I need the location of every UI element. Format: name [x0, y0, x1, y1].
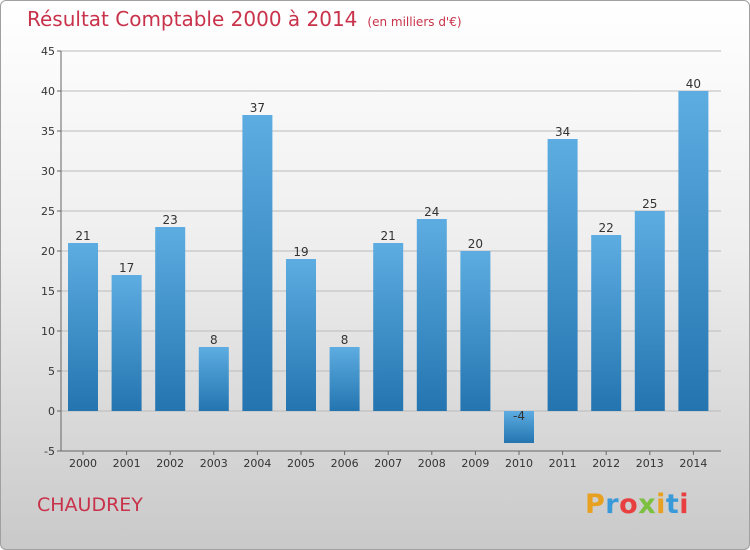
data-label: 24: [424, 205, 439, 219]
chart-subtitle: (en milliers d'€): [367, 15, 462, 29]
data-label: 8: [210, 333, 218, 347]
y-tick-label: 15: [41, 285, 55, 298]
chart-title-text: Résultat Comptable 2000 à 2014: [27, 7, 358, 31]
y-tick-label: 0: [48, 405, 55, 418]
bar: [634, 211, 665, 411]
data-label: 22: [599, 221, 614, 235]
x-tick-label: 2007: [374, 457, 402, 470]
data-label: 40: [686, 77, 701, 91]
bar: [460, 251, 491, 411]
logo-letter: P: [585, 489, 606, 520]
y-tick-label: 5: [48, 365, 55, 378]
bar: [286, 259, 316, 411]
y-tick-label: 40: [41, 85, 55, 98]
bar: [373, 243, 404, 411]
y-tick-label: 45: [41, 45, 55, 58]
bar: [504, 411, 534, 443]
data-label: -4: [513, 409, 525, 423]
commune-name: CHAUDREY: [37, 494, 143, 516]
data-label: 37: [250, 101, 265, 115]
bar: [242, 115, 273, 411]
x-tick-label: 2001: [113, 457, 141, 470]
logo-letter: x: [638, 489, 657, 520]
bar: [68, 243, 98, 411]
chart-title: Résultat Comptable 2000 à 2014 (en millie…: [27, 7, 462, 31]
x-tick-label: 2006: [331, 457, 359, 470]
data-label: 21: [381, 229, 396, 243]
x-tick-label: 2008: [418, 457, 446, 470]
data-label: 23: [163, 213, 178, 227]
y-tick-label: 20: [41, 245, 55, 258]
bar: [416, 219, 447, 411]
logo-letter: o: [619, 489, 639, 520]
data-label: 17: [119, 261, 134, 275]
x-tick-label: 2003: [200, 457, 228, 470]
data-label: 25: [642, 197, 657, 211]
logo-letter: i: [656, 489, 666, 520]
bar: [198, 347, 229, 411]
y-tick-label: 10: [41, 325, 55, 338]
logo-letter: r: [605, 489, 620, 520]
bar: [329, 347, 360, 411]
data-label: 21: [75, 229, 90, 243]
proxiti-logo: Proxiti: [585, 489, 689, 520]
bar: [155, 227, 186, 411]
x-tick-label: 2014: [679, 457, 707, 470]
data-label: 34: [555, 125, 570, 139]
bar: [591, 235, 622, 411]
data-label: 8: [341, 333, 349, 347]
x-tick-label: 2013: [636, 457, 664, 470]
bar: [547, 139, 578, 411]
x-tick-label: 2000: [69, 457, 97, 470]
x-tick-label: 2012: [592, 457, 620, 470]
y-tick-label: -5: [44, 445, 55, 458]
x-tick-label: 2011: [549, 457, 577, 470]
x-tick-label: 2009: [461, 457, 489, 470]
y-tick-label: 30: [41, 165, 55, 178]
x-tick-label: 2005: [287, 457, 315, 470]
bar: [111, 275, 142, 411]
data-label: 19: [293, 245, 308, 259]
logo-letter: i: [679, 489, 690, 520]
data-label: 20: [468, 237, 483, 251]
y-tick-label: 35: [41, 125, 55, 138]
x-tick-label: 2002: [156, 457, 184, 470]
logo-letter: t: [665, 489, 680, 520]
x-tick-label: 2004: [243, 457, 271, 470]
x-tick-label: 2010: [505, 457, 533, 470]
bar: [678, 91, 709, 411]
y-tick-label: 25: [41, 205, 55, 218]
